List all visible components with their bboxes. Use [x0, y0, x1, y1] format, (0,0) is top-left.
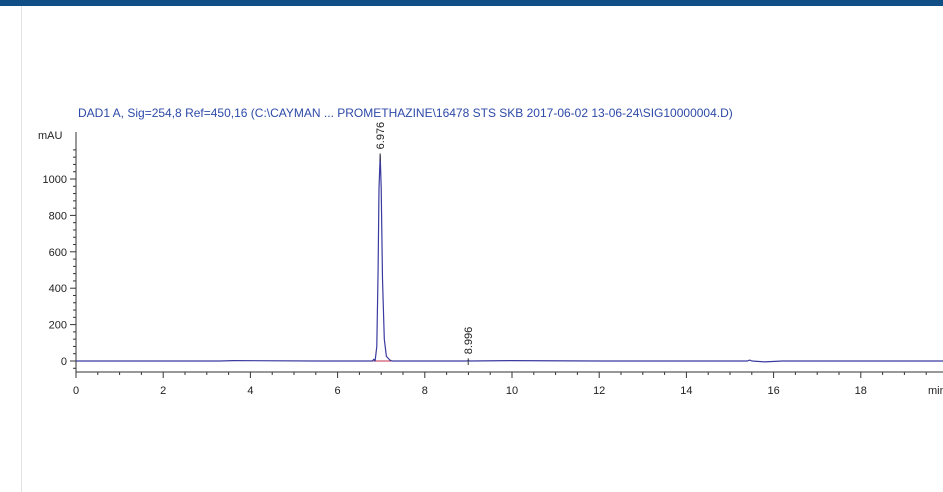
- chart-title: DAD1 A, Sig=254,8 Ref=450,16 (C:\CAYMAN …: [78, 106, 733, 120]
- x-tick-label: 0: [73, 385, 79, 397]
- peak-label: 6.976: [375, 122, 387, 150]
- x-tick-label: 16: [767, 385, 779, 397]
- signal-trace: [76, 154, 943, 363]
- y-tick-label: 600: [49, 247, 67, 259]
- y-tick-label: 400: [49, 283, 67, 295]
- x-tick-label: 10: [506, 385, 518, 397]
- y-axis-label: mAU: [38, 130, 63, 142]
- x-tick-label: 2: [160, 385, 166, 397]
- y-tick-label: 200: [49, 320, 67, 332]
- x-axis-label: min: [928, 385, 943, 397]
- x-tick-label: 12: [593, 385, 605, 397]
- header-bar: [0, 0, 943, 6]
- x-tick-label: 6: [335, 385, 341, 397]
- x-tick-label: 4: [247, 385, 253, 397]
- peak-label: 8.996: [463, 327, 475, 355]
- y-tick-label: 800: [49, 210, 67, 222]
- y-tick-label: 0: [61, 356, 67, 368]
- x-tick-label: 14: [680, 385, 692, 397]
- x-tick-label: 8: [422, 385, 428, 397]
- y-tick-label: 1000: [43, 174, 67, 186]
- panel-border: [21, 6, 22, 492]
- x-tick-label: 18: [855, 385, 867, 397]
